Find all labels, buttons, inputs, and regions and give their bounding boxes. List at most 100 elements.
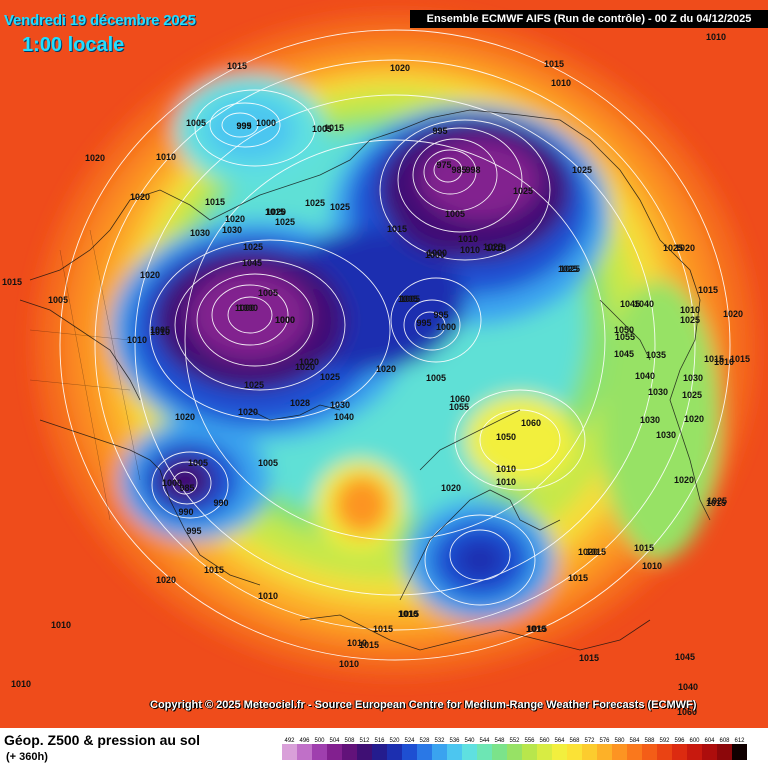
- isobar-value-label: 1010: [11, 679, 31, 689]
- isobar-value-label: 1030: [656, 430, 676, 440]
- scale-swatch: [597, 744, 612, 760]
- scale-label: 596: [674, 738, 685, 744]
- scale-label: 528: [419, 738, 430, 744]
- scale-label: 604: [704, 738, 715, 744]
- isobar-value-label: 1015: [527, 624, 547, 634]
- weather-map: 1010 1020 1015 1010 1015 1020 1010 1005 995 999 10…: [0, 0, 768, 728]
- isobar-value-label: 1020: [376, 364, 396, 374]
- scale-label: 516: [374, 738, 385, 744]
- isobar-value-label: 1025: [680, 315, 700, 325]
- isobar-value-label: 1015: [359, 640, 379, 650]
- isobar-value-label: 1025: [663, 243, 683, 253]
- isobar-value-label: 1015: [544, 59, 564, 69]
- isobar-value-label: 1015: [373, 624, 393, 634]
- scale-swatch: [537, 744, 552, 760]
- isobar-value-label: 1020: [238, 407, 258, 417]
- isobar-value-label: 1000: [427, 248, 447, 258]
- isobar-value-label: 1020: [578, 547, 598, 557]
- isobar-value-label: 1030: [222, 225, 242, 235]
- isobar-value-label: 1015: [704, 354, 724, 364]
- isobar-value-label: 1015: [706, 498, 726, 508]
- scale-label: 572: [584, 738, 595, 744]
- coastlines: [19, 109, 711, 651]
- isobar-value-label: 1035: [646, 350, 666, 360]
- isobar-value-label: 1025: [560, 264, 580, 274]
- scale-label: 508: [344, 738, 355, 744]
- isobar-value-label: 1020: [299, 357, 319, 367]
- isobar-value-label: 1010: [680, 305, 700, 315]
- isobar-value-label: 1025: [275, 217, 295, 227]
- isobar-lines: [59, 29, 731, 661]
- isobar-value-label: 1015: [2, 277, 22, 287]
- scale-label: 612: [734, 738, 745, 744]
- isobar-value-label: 1020: [225, 214, 245, 224]
- isobar-value-label: 1025: [330, 202, 350, 212]
- scale-swatch: [687, 744, 702, 760]
- isobar-value-label: 1028: [290, 398, 310, 408]
- isobar-value-label: 1025: [707, 496, 727, 506]
- isobar-value-label: 1050: [496, 432, 516, 442]
- isobar-value-label: 1010: [526, 624, 546, 634]
- isobar-value-label: 1005: [48, 295, 68, 305]
- isobar-value-label: 1030: [330, 400, 350, 410]
- isobar-value-label: 1010: [51, 620, 71, 630]
- isobar-value-label: 1005: [186, 118, 206, 128]
- isobar-value-label: 1015: [387, 224, 407, 234]
- isobar-value-label: 1015: [486, 243, 506, 253]
- isobar-value-label: 1010: [460, 245, 480, 255]
- scale-swatch: [417, 744, 432, 760]
- isobar-value-label: 1015: [568, 573, 588, 583]
- isobar-value-label: 1045: [675, 652, 695, 662]
- isobar-value-label: 1005: [398, 294, 418, 304]
- isobar-value-label: 1010: [150, 327, 170, 337]
- isobar-value-label: 1010: [642, 561, 662, 571]
- isobar-value-label: 1020: [684, 414, 704, 424]
- isobar-value-label: 1025: [243, 242, 263, 252]
- isobar-value-label: 1025: [305, 198, 325, 208]
- scale-swatch: [627, 744, 642, 760]
- isobar-value-label: 995: [186, 526, 201, 536]
- isobar-value-label: 1005: [400, 294, 420, 304]
- scale-swatch: [312, 744, 327, 760]
- isobar-value-label: 1010: [347, 638, 367, 648]
- lead-time: (+ 360h): [6, 751, 48, 763]
- isobar-value-label: 1045: [614, 349, 634, 359]
- scale-swatch: [717, 744, 732, 760]
- isobar-value-label: 1000: [235, 303, 255, 313]
- isobar-value-label: 1030: [648, 387, 668, 397]
- scale-swatch: [507, 744, 522, 760]
- scale-label: 584: [629, 738, 640, 744]
- z500-field: [35, 15, 755, 675]
- isobar-value-label: 1005: [258, 288, 278, 298]
- scale-label: 564: [554, 738, 565, 744]
- isobar-value-label: 1030: [640, 415, 660, 425]
- isobar-value-label: 1015: [586, 547, 606, 557]
- isobar-value-label: 1000: [425, 250, 445, 260]
- scale-swatch: [657, 744, 672, 760]
- scale-swatch: [612, 744, 627, 760]
- isobar-value-label: 1030: [683, 373, 703, 383]
- isobar-value-label: 995: [432, 126, 447, 136]
- scale-swatch: [402, 744, 417, 760]
- scale-swatch: [642, 744, 657, 760]
- isobar-value-label: 1025: [513, 186, 533, 196]
- isobar-value-label: 1045: [242, 258, 262, 268]
- scale-swatch: [432, 744, 447, 760]
- scale-label: 600: [689, 738, 700, 744]
- scale-swatch: [702, 744, 717, 760]
- isobar-value-label: 1010: [486, 243, 506, 253]
- isobar-value-label: 1050: [614, 325, 634, 335]
- isobar-value-label: 1000: [275, 315, 295, 325]
- isobar-value-label: 1005: [312, 124, 332, 134]
- isobar-value-label: 1005: [258, 458, 278, 468]
- isobar-value-label: 1020: [130, 192, 150, 202]
- scale-swatch: [447, 744, 462, 760]
- isobar-value-label: 1000: [256, 118, 276, 128]
- isobar-value-label: 1025: [682, 390, 702, 400]
- scale-label: 544: [479, 738, 490, 744]
- isobar-value-label: 1040: [334, 412, 354, 422]
- scale-swatch: [492, 744, 507, 760]
- scale-swatch: [372, 744, 387, 760]
